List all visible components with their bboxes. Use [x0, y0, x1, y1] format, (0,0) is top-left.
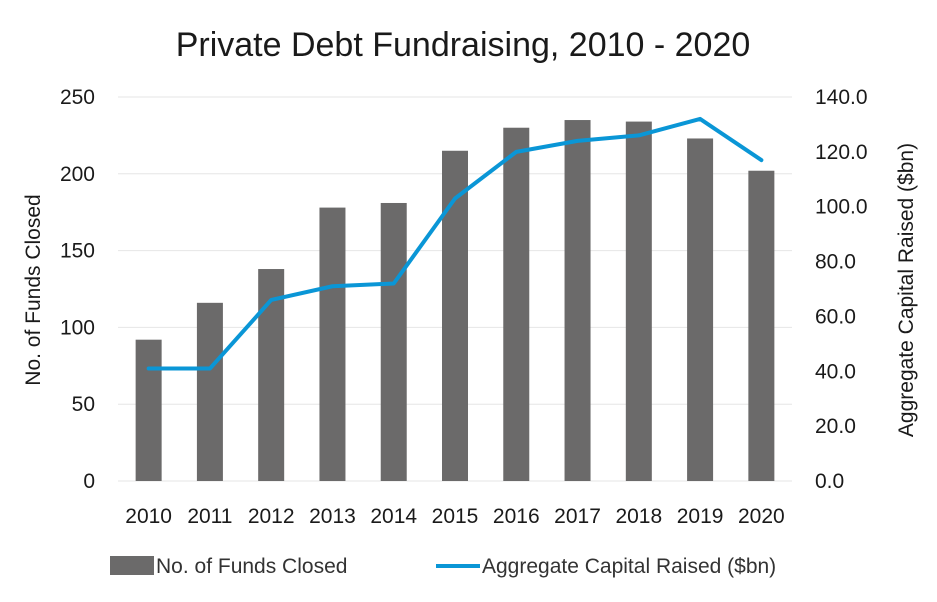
- right-tick-label: 0.0: [815, 470, 844, 493]
- left-tick-label: 150: [60, 240, 95, 263]
- x-tick-label: 2017: [554, 505, 601, 528]
- bar: [442, 150, 468, 481]
- right-tick-label: 40.0: [815, 360, 856, 383]
- legend-bar-swatch: [110, 556, 154, 575]
- x-tick-label: 2010: [125, 505, 172, 528]
- right-tick-label: 60.0: [815, 305, 856, 328]
- bar: [380, 202, 407, 481]
- chart-title: Private Debt Fundraising, 2010 - 2020: [176, 26, 751, 64]
- bar: [748, 170, 775, 481]
- x-tick-label: 2013: [309, 505, 356, 528]
- x-tick-label: 2011: [187, 505, 232, 528]
- left-tick-label: 100: [60, 316, 95, 339]
- bar: [503, 127, 530, 481]
- x-tick-label: 2015: [432, 505, 479, 528]
- x-tick-label: 2019: [677, 505, 724, 528]
- x-tick-label: 2014: [370, 505, 417, 528]
- x-axis-ticks: 2010 2011 2012 2013 2014 2015 2016 2017 2018 2019…: [125, 505, 784, 528]
- bar: [135, 339, 162, 481]
- right-tick-label: 120.0: [815, 141, 868, 164]
- bar: [625, 121, 652, 482]
- bar-series: [135, 120, 775, 482]
- left-axis-ticks: 0 50 100 150 200 250: [60, 86, 95, 493]
- bar: [319, 207, 346, 482]
- bar: [258, 269, 285, 481]
- series-line: [146, 116, 764, 371]
- bar: [196, 302, 223, 481]
- legend-bar-label: No. of Funds Closed: [156, 555, 347, 578]
- right-tick-label: 80.0: [815, 251, 856, 274]
- bar: [687, 138, 714, 482]
- x-tick-label: 2018: [615, 505, 662, 528]
- x-tick-label: 2016: [493, 505, 540, 528]
- right-axis-ticks: 0.0 20.0 40.0 60.0 80.0 100.0 120.0 140.0: [815, 86, 868, 493]
- right-axis-title: Aggregate Capital Raised ($bn): [895, 143, 918, 437]
- right-tick-label: 140.0: [815, 86, 868, 109]
- left-axis-title: No. of Funds Closed: [22, 194, 45, 385]
- x-tick-label: 2020: [738, 505, 785, 528]
- left-tick-label: 250: [60, 86, 95, 109]
- left-tick-label: 0: [83, 470, 95, 493]
- line-series: [146, 116, 764, 371]
- left-tick-label: 50: [72, 393, 95, 416]
- legend-line-label: Aggregate Capital Raised ($bn): [482, 555, 776, 578]
- right-tick-label: 20.0: [815, 415, 856, 438]
- bar: [564, 120, 591, 481]
- x-tick-label: 2012: [248, 505, 295, 528]
- left-tick-label: 200: [60, 163, 95, 186]
- right-tick-label: 100.0: [815, 196, 868, 219]
- legend: No. of Funds Closed Aggregate Capital Ra…: [110, 555, 776, 578]
